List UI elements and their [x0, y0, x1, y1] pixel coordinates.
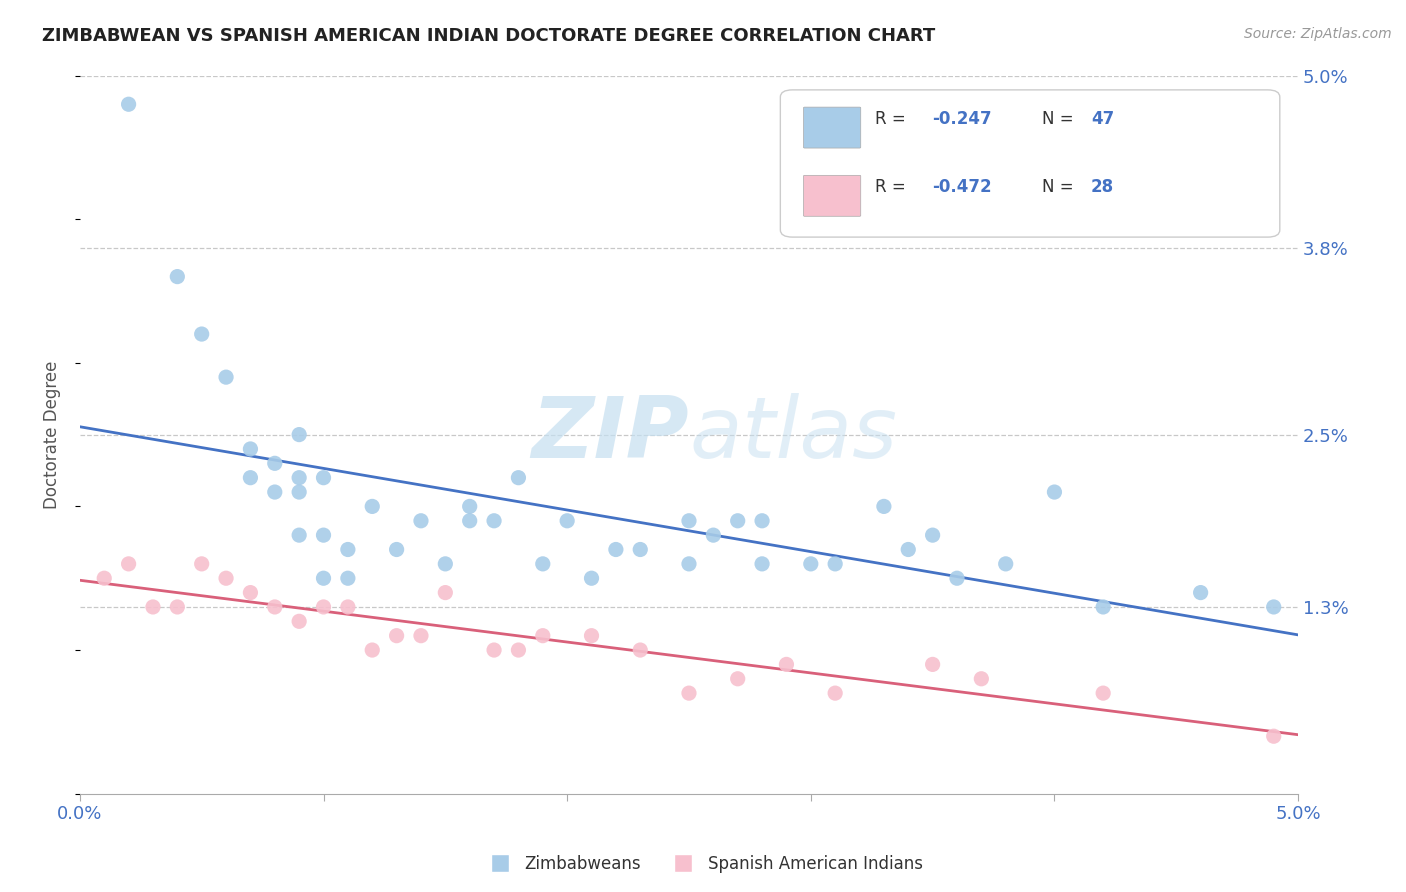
Text: 47: 47	[1091, 110, 1114, 128]
Point	[581, 571, 603, 585]
Point	[727, 514, 749, 528]
Text: R =: R =	[876, 110, 911, 128]
Point	[678, 557, 700, 571]
Text: -0.472: -0.472	[932, 178, 993, 196]
Point	[727, 672, 749, 686]
Point	[605, 542, 627, 557]
Point	[336, 599, 359, 614]
Point	[508, 471, 530, 485]
Point	[1043, 485, 1066, 500]
Text: R =: R =	[876, 178, 911, 196]
Point	[678, 686, 700, 700]
Point	[215, 571, 238, 585]
Point	[263, 456, 285, 470]
Point	[921, 528, 943, 542]
Point	[434, 585, 457, 599]
Point	[117, 557, 139, 571]
Point	[409, 629, 432, 643]
Point	[482, 643, 505, 657]
Point	[751, 514, 773, 528]
Point	[824, 686, 846, 700]
Text: N =: N =	[1042, 178, 1080, 196]
Point	[458, 500, 481, 514]
Point	[288, 528, 311, 542]
Point	[409, 514, 432, 528]
Point	[508, 643, 530, 657]
Point	[581, 629, 603, 643]
Point	[531, 557, 554, 571]
Point	[361, 500, 384, 514]
Legend: Zimbabweans, Spanish American Indians: Zimbabweans, Spanish American Indians	[477, 848, 929, 880]
Point	[628, 643, 651, 657]
Point	[970, 672, 993, 686]
Point	[1092, 599, 1115, 614]
Point	[190, 327, 212, 342]
Point	[312, 528, 335, 542]
Point	[434, 557, 457, 571]
Point	[288, 615, 311, 629]
Point	[775, 657, 797, 672]
Point	[117, 97, 139, 112]
Point	[263, 599, 285, 614]
Point	[166, 269, 188, 284]
Point	[897, 542, 920, 557]
FancyBboxPatch shape	[780, 90, 1279, 237]
Text: ZIP: ZIP	[531, 393, 689, 476]
Point	[873, 500, 896, 514]
Text: -0.247: -0.247	[932, 110, 993, 128]
Point	[1092, 686, 1115, 700]
Point	[678, 514, 700, 528]
Point	[288, 427, 311, 442]
Point	[555, 514, 578, 528]
Point	[142, 599, 165, 614]
Point	[336, 542, 359, 557]
Point	[263, 485, 285, 500]
Point	[482, 514, 505, 528]
Point	[166, 599, 188, 614]
Point	[800, 557, 823, 571]
Point	[312, 471, 335, 485]
Point	[239, 585, 262, 599]
Point	[215, 370, 238, 384]
Point	[239, 442, 262, 456]
Point	[385, 542, 408, 557]
Point	[702, 528, 724, 542]
Point	[751, 557, 773, 571]
Point	[312, 599, 335, 614]
Point	[1263, 599, 1285, 614]
Point	[385, 629, 408, 643]
Text: Source: ZipAtlas.com: Source: ZipAtlas.com	[1244, 27, 1392, 41]
Text: ZIMBABWEAN VS SPANISH AMERICAN INDIAN DOCTORATE DEGREE CORRELATION CHART: ZIMBABWEAN VS SPANISH AMERICAN INDIAN DO…	[42, 27, 935, 45]
Point	[93, 571, 115, 585]
Point	[628, 542, 651, 557]
Text: N =: N =	[1042, 110, 1080, 128]
Point	[288, 471, 311, 485]
Point	[921, 657, 943, 672]
Point	[946, 571, 969, 585]
Text: 28: 28	[1091, 178, 1114, 196]
Point	[336, 571, 359, 585]
Point	[458, 514, 481, 528]
Point	[288, 485, 311, 500]
Point	[239, 471, 262, 485]
FancyBboxPatch shape	[803, 176, 860, 216]
Point	[824, 557, 846, 571]
Point	[531, 629, 554, 643]
Point	[190, 557, 212, 571]
Y-axis label: Doctorate Degree: Doctorate Degree	[44, 360, 60, 508]
Point	[361, 643, 384, 657]
Point	[312, 571, 335, 585]
Point	[1189, 585, 1212, 599]
Point	[994, 557, 1017, 571]
Point	[1263, 729, 1285, 743]
FancyBboxPatch shape	[803, 107, 860, 148]
Text: atlas: atlas	[689, 393, 897, 476]
